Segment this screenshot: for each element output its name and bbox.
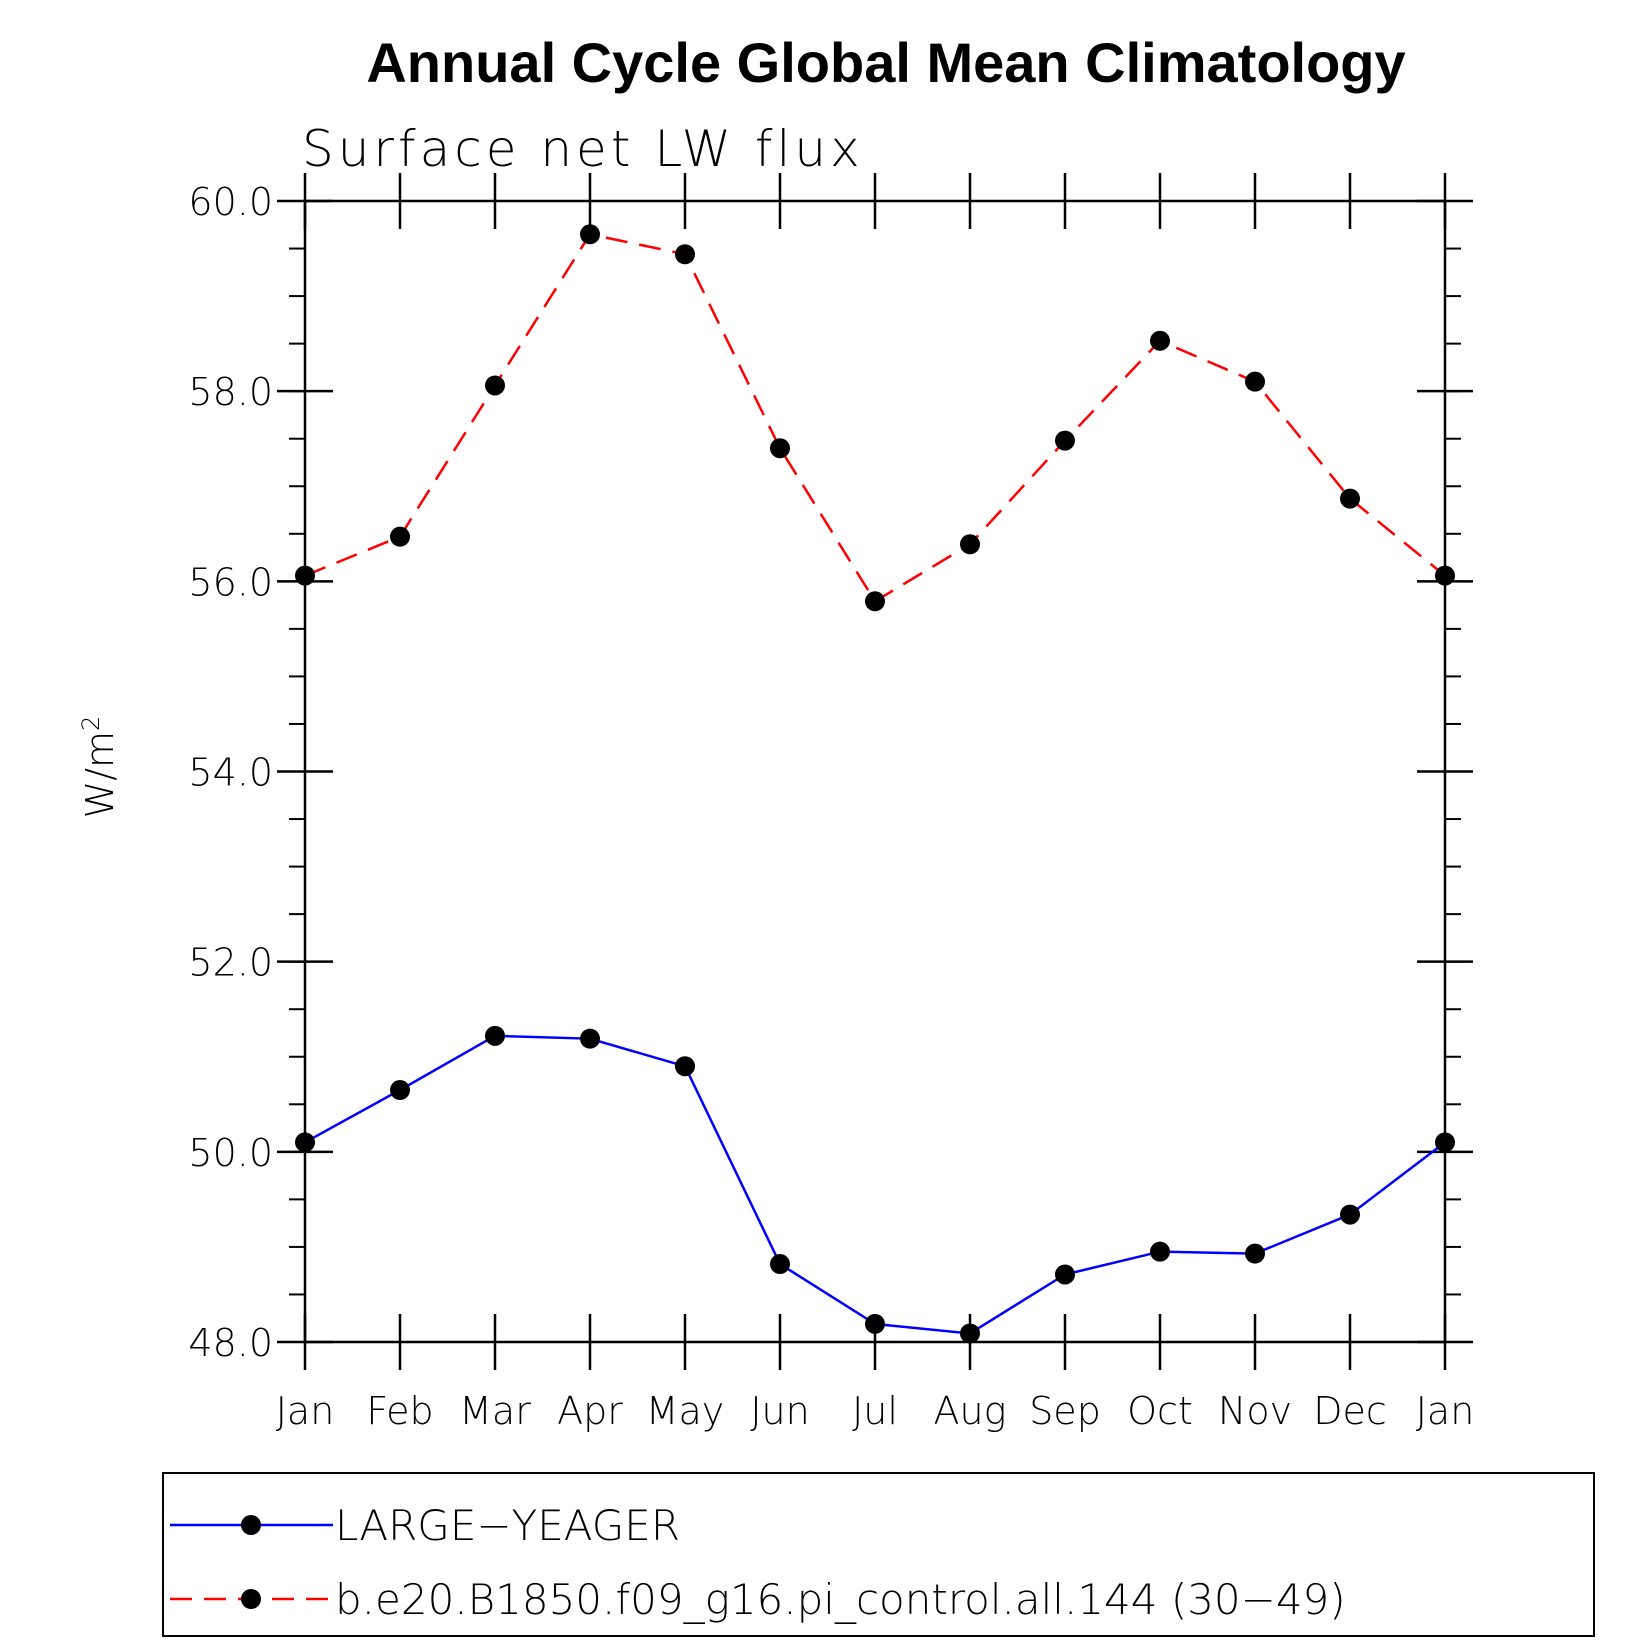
data-point bbox=[295, 565, 315, 586]
x-tick-label: Jun bbox=[750, 1389, 809, 1433]
series-line bbox=[304, 232, 1446, 604]
y-axis-label-exponent: 2 bbox=[77, 716, 105, 731]
y-tick-label: 56.0 bbox=[188, 560, 273, 604]
data-point bbox=[1150, 330, 1170, 351]
y-tick-label: 54.0 bbox=[188, 751, 273, 795]
chart-subtitle: Surface net LW flux bbox=[302, 120, 864, 178]
data-point bbox=[1245, 371, 1265, 392]
legend-swatch-marker bbox=[241, 1589, 261, 1609]
y-tick-label: 50.0 bbox=[188, 1131, 273, 1175]
data-point bbox=[1435, 565, 1455, 586]
y-axis-label: W/m2 bbox=[77, 716, 122, 819]
data-point bbox=[1340, 1204, 1360, 1225]
legend-label: b.e20.B1850.f09_g16.pi_control.all.144 (… bbox=[335, 1575, 1346, 1624]
data-point bbox=[960, 1323, 980, 1344]
x-tick-label: Nov bbox=[1218, 1389, 1292, 1433]
legend-label: LARGE−YEAGER bbox=[335, 1501, 680, 1550]
y-tick-label: 60.0 bbox=[188, 180, 273, 224]
data-point bbox=[1150, 1241, 1170, 1262]
series-1 bbox=[295, 1025, 1455, 1344]
data-point bbox=[1435, 1132, 1455, 1153]
data-point bbox=[675, 1056, 695, 1077]
x-tick-label: Feb bbox=[366, 1389, 433, 1433]
series-line bbox=[304, 1034, 1446, 1335]
data-point bbox=[1055, 1264, 1075, 1285]
data-point bbox=[1055, 430, 1075, 451]
x-tick-label: Sep bbox=[1029, 1389, 1101, 1433]
y-tick-label: 58.0 bbox=[188, 370, 273, 414]
legend: LARGE−YEAGER b.e20.B1850.f09_g16.pi_contr… bbox=[162, 1472, 1595, 1637]
legend-box bbox=[162, 1472, 1595, 1637]
x-tick-label: Jan bbox=[1416, 1389, 1475, 1433]
data-point bbox=[390, 526, 410, 547]
x-tick-label: Oct bbox=[1127, 1389, 1193, 1433]
data-point bbox=[1245, 1243, 1265, 1264]
data-point bbox=[485, 1025, 505, 1046]
data-point bbox=[390, 1080, 410, 1101]
data-point bbox=[675, 244, 695, 265]
data-point bbox=[960, 534, 980, 555]
series-layer bbox=[295, 224, 1455, 1344]
data-point bbox=[865, 1313, 885, 1334]
data-point bbox=[295, 1132, 315, 1153]
x-tick-label: May bbox=[646, 1389, 725, 1433]
y-tick-label: 52.0 bbox=[188, 941, 273, 985]
y-tick-label: 48.0 bbox=[188, 1321, 273, 1365]
legend-swatch-marker bbox=[241, 1515, 261, 1535]
data-point bbox=[580, 1028, 600, 1049]
data-point bbox=[865, 591, 885, 612]
x-tick-label: Jul bbox=[852, 1389, 898, 1433]
data-point bbox=[770, 1254, 790, 1275]
plot-frame bbox=[303, 199, 1447, 1344]
data-point bbox=[1340, 488, 1360, 509]
y-axis-label-base: W/m bbox=[78, 731, 122, 818]
series-2 bbox=[295, 224, 1455, 612]
data-point bbox=[770, 438, 790, 459]
x-tick-label: Aug bbox=[934, 1389, 1007, 1433]
x-tick-label: Apr bbox=[557, 1389, 623, 1433]
data-point bbox=[485, 375, 505, 396]
data-point bbox=[580, 224, 600, 245]
x-tick-label: Mar bbox=[459, 1389, 531, 1433]
x-tick-label: Jan bbox=[276, 1389, 335, 1433]
chart-title: Annual Cycle Global Mean Climatology bbox=[366, 31, 1405, 94]
x-tick-label: Dec bbox=[1313, 1389, 1387, 1433]
